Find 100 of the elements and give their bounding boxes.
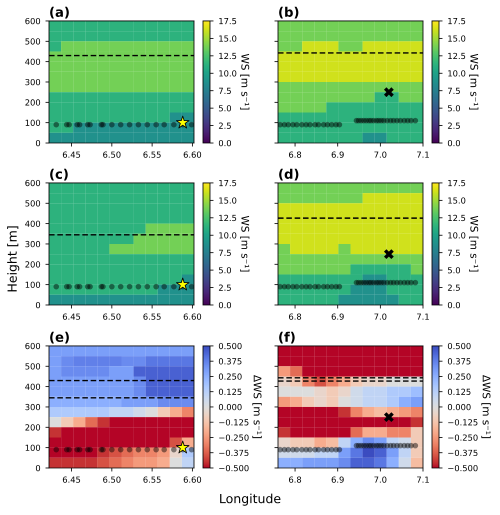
color-bar-label: 5.0 bbox=[218, 267, 232, 274]
x-axis-title: Longitude bbox=[220, 494, 280, 506]
color-bar-label: 17.5 bbox=[448, 180, 466, 186]
x-tick-label: 6.45 bbox=[62, 151, 80, 158]
color-bar-label: 10.0 bbox=[448, 70, 466, 77]
color-bar-label: −0.125 bbox=[448, 419, 478, 426]
color-bar-label: 0.000 bbox=[218, 404, 242, 410]
color-bar-label: 2.5 bbox=[448, 122, 460, 129]
color-bar-label: 5.0 bbox=[448, 267, 460, 274]
color-bar-label: 0.0 bbox=[218, 302, 232, 308]
color-bar-title: ΔWS [m s⁻¹] bbox=[252, 375, 262, 438]
x-tick-label: 6.8 bbox=[289, 151, 302, 158]
color-bar-label: 7.5 bbox=[219, 88, 231, 94]
y-tick-label: 500 bbox=[25, 363, 40, 370]
y-tick-label: 0 bbox=[36, 464, 40, 472]
chart-title: (e) bbox=[50, 332, 69, 344]
y-tick-label: 600 bbox=[25, 180, 40, 186]
color-bar-label: 0.250 bbox=[218, 373, 242, 380]
color-bar-label: 2.5 bbox=[218, 284, 231, 291]
x-tick-label: 7.1 bbox=[417, 476, 429, 483]
color-bar-title: WS [m s⁻¹] bbox=[240, 216, 250, 272]
x-tick-label: 6.45 bbox=[62, 476, 80, 483]
x-tick-label: 6.9 bbox=[332, 476, 344, 483]
y-tick-label: 300 bbox=[25, 404, 40, 410]
chart-title: (c) bbox=[50, 168, 68, 180]
y-tick-label: 200 bbox=[25, 424, 40, 431]
color-bar-label: 5.0 bbox=[448, 105, 460, 112]
color-bar-label: −0.500 bbox=[219, 464, 249, 472]
color-bar-label: 0.375 bbox=[218, 358, 242, 364]
x-tick-label: 7.0 bbox=[374, 151, 386, 158]
color-bar-label: 0.0 bbox=[218, 140, 232, 146]
color-bar-label: 12.5 bbox=[219, 214, 236, 222]
x-tick-label: 6.45 bbox=[62, 313, 80, 320]
chart-title: (d) bbox=[279, 168, 298, 180]
color-bar-label: 5.0 bbox=[218, 105, 232, 112]
x-tick-label: 7.0 bbox=[374, 313, 386, 320]
y-axis-title: Height [m] bbox=[7, 226, 20, 292]
x-tick-label: 6.60 bbox=[184, 313, 202, 320]
x-tick-label: 6.50 bbox=[103, 476, 121, 483]
color-bar-title: WS [m s⁻¹] bbox=[469, 54, 478, 110]
x-tick-label: 6.50 bbox=[103, 151, 121, 158]
y-tick-label: 100 bbox=[26, 120, 40, 126]
x-tick-label: 6.55 bbox=[143, 151, 161, 158]
color-bar-label: 0.375 bbox=[448, 358, 470, 364]
color-bar-label: 15.0 bbox=[219, 197, 236, 204]
x-tick-label: 7.1 bbox=[417, 152, 429, 158]
color-bar-label: 0.125 bbox=[218, 388, 242, 395]
x-tick-label: 7.0 bbox=[374, 476, 386, 483]
color-bar-title: ΔWS [m s⁻¹] bbox=[481, 375, 491, 438]
color-bar-title: WS [m s⁻¹] bbox=[240, 54, 250, 110]
color-bar-label: 10.0 bbox=[219, 232, 236, 239]
color-bar-label: 15.0 bbox=[219, 35, 236, 42]
color-bar-label: 7.5 bbox=[219, 250, 231, 256]
color-bar-label: −0.375 bbox=[219, 450, 248, 456]
x-tick-label: 6.9 bbox=[332, 313, 344, 320]
color-bar-label: 0.500 bbox=[218, 342, 242, 350]
y-tick-label: 0 bbox=[36, 140, 40, 146]
color-bar-label: −0.250 bbox=[448, 434, 478, 441]
y-tick-label: 600 bbox=[25, 342, 40, 350]
x-tick-label: 6.55 bbox=[143, 313, 161, 320]
y-tick-label: 300 bbox=[25, 240, 40, 248]
color-bar-label: 17.5 bbox=[219, 180, 236, 186]
y-tick-label: 0 bbox=[36, 302, 40, 308]
color-bar-label: 7.5 bbox=[448, 250, 460, 256]
color-bar-label: −0.125 bbox=[219, 419, 248, 426]
color-bar-label: 2.5 bbox=[218, 122, 231, 129]
color-bar-label: 12.5 bbox=[219, 52, 236, 60]
color-bar-label: 12.5 bbox=[448, 214, 466, 222]
color-bar-label: 15.0 bbox=[448, 35, 466, 42]
color-bar-label: 10.0 bbox=[448, 232, 466, 239]
color-bar-label: 0.000 bbox=[448, 404, 471, 410]
y-tick-label: 500 bbox=[25, 200, 40, 207]
x-tick-label: 6.9 bbox=[332, 151, 344, 158]
x-tick-label: 6.60 bbox=[184, 151, 202, 158]
y-tick-label: 100 bbox=[26, 444, 40, 451]
color-bar-label: 15.0 bbox=[448, 197, 466, 204]
color-bar-label: 17.5 bbox=[448, 18, 466, 24]
color-bar-label: 10.0 bbox=[219, 70, 236, 77]
x-tick-label: 6.60 bbox=[184, 476, 202, 483]
y-tick-label: 200 bbox=[25, 261, 40, 268]
y-tick-label: 400 bbox=[25, 384, 40, 390]
y-tick-label: 400 bbox=[25, 58, 40, 65]
y-tick-label: 500 bbox=[25, 38, 40, 45]
color-bar-label: 0.125 bbox=[448, 388, 470, 395]
color-bar-label: 0.0 bbox=[448, 140, 460, 146]
color-bar-label: 0.500 bbox=[448, 342, 471, 350]
color-bar-label: 17.5 bbox=[219, 18, 236, 24]
y-tick-label: 400 bbox=[25, 220, 40, 227]
y-tick-label: 600 bbox=[25, 18, 40, 24]
x-tick-label: 6.8 bbox=[289, 313, 302, 320]
color-bar-label: 7.5 bbox=[448, 88, 460, 94]
color-bar-label: −0.375 bbox=[448, 450, 478, 456]
x-tick-label: 6.55 bbox=[143, 476, 161, 483]
color-bar-title: WS [m s⁻¹] bbox=[469, 216, 478, 272]
chart-title: (f) bbox=[279, 332, 295, 344]
y-tick-label: 300 bbox=[25, 78, 40, 86]
chart-title: (b) bbox=[279, 6, 298, 19]
y-tick-label: 200 bbox=[25, 99, 40, 106]
color-bar-label: 12.5 bbox=[448, 52, 466, 60]
x-tick-label: 6.50 bbox=[103, 313, 121, 320]
